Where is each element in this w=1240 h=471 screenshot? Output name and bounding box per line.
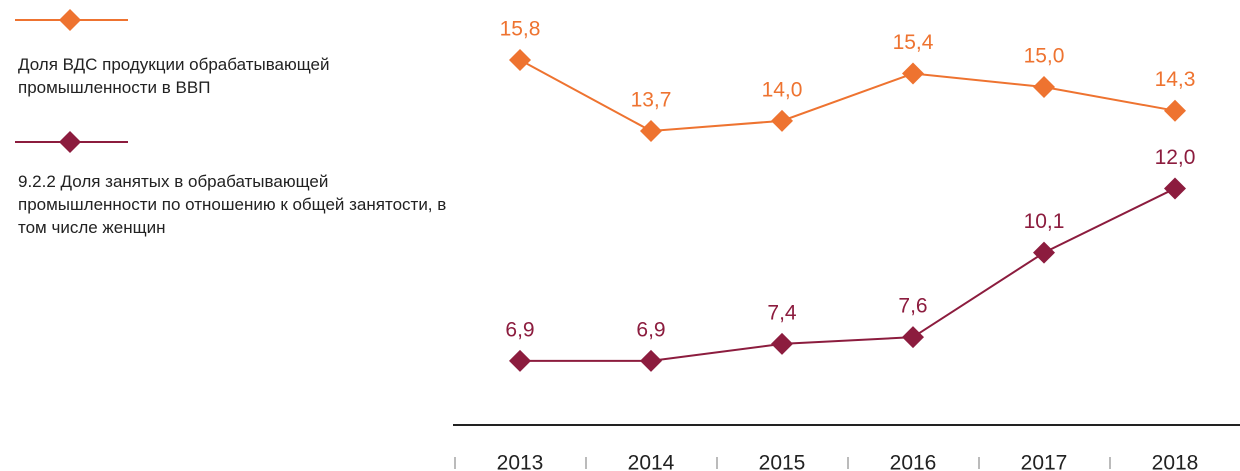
point [1033,241,1055,264]
legend-label: Доля ВДС продукции обрабатывающей промыш… [18,55,330,97]
data-label: 14,3 [1155,68,1196,91]
legend-label: 9.2.2 Доля занятых в обрабатывающей пром… [18,172,447,237]
point [509,49,531,71]
data-label: 13,7 [631,89,672,112]
point [1164,177,1186,200]
point [1033,76,1055,99]
point [902,62,924,85]
data-label: 15,4 [893,31,934,54]
data-label: 12,0 [1155,146,1196,169]
x-tick-label: 2014 [628,452,675,471]
data-label: 7,4 [767,301,797,324]
point [640,119,662,142]
legend-marker [59,131,81,153]
point [771,109,793,132]
series-line [519,59,1176,132]
data-label: 7,6 [898,295,927,318]
data-label: 15,8 [500,18,541,41]
x-tick-label: 2018 [1152,452,1199,471]
legend-marker [59,9,81,31]
data-label: 6,9 [636,318,665,341]
x-tick-label: 2017 [1021,452,1068,471]
point [509,349,531,372]
data-label: 14,0 [762,78,803,101]
x-tick-label: 2013 [497,452,544,471]
point [1164,99,1186,122]
point [771,332,793,355]
x-tick-label: 2015 [759,452,806,471]
data-label: 15,0 [1024,45,1065,68]
x-tick-label: 2016 [890,452,937,471]
data-label: 6,9 [505,318,534,341]
point [640,349,662,372]
data-label: 10,1 [1024,210,1065,233]
series-line [520,187,1176,362]
point [902,326,924,349]
